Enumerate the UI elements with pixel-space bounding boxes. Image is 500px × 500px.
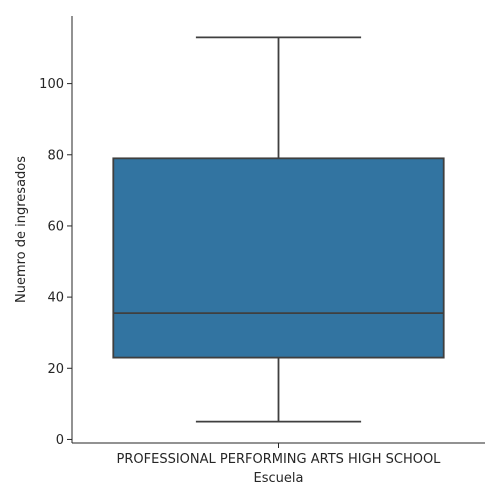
y-axis-label: Nuemro de ingresados: [14, 156, 29, 303]
plot-area: [112, 36, 445, 423]
box-iqr: [112, 157, 445, 359]
y-axis-ticks: 0 20 40 60 80 100: [39, 77, 72, 448]
y-tick-label: 40: [47, 291, 64, 306]
y-tick-label: 60: [47, 219, 64, 234]
x-axis-ticks: PROFESSIONAL PERFORMING ARTS HIGH SCHOOL: [117, 443, 442, 467]
x-axis-label: Escuela: [254, 471, 304, 486]
y-tick-label: 0: [56, 433, 64, 448]
y-tick-label: 100: [39, 77, 64, 92]
y-tick-label: 80: [47, 148, 64, 163]
y-tick-label: 20: [47, 362, 64, 377]
x-tick-label: PROFESSIONAL PERFORMING ARTS HIGH SCHOOL: [117, 452, 442, 467]
